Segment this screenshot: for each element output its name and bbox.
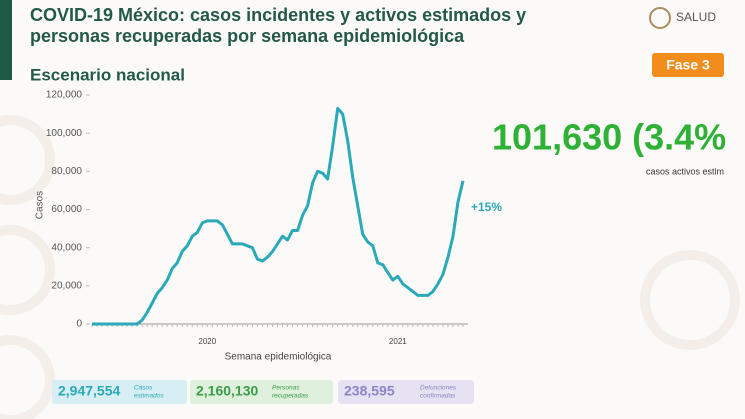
stat-label: Casos <box>134 385 153 392</box>
subtitle: Escenario nacional <box>30 65 185 84</box>
y-tick-label: 80,000 <box>51 166 82 177</box>
decor <box>0 115 740 419</box>
phase-badge <box>652 53 724 77</box>
y-tick-label: 20,000 <box>51 280 82 291</box>
y-tick-label: 120,000 <box>46 90 83 101</box>
y-axis-label: Casos <box>35 191 46 219</box>
y-tick-label: 100,000 <box>46 128 83 139</box>
stat-value: 2,947,554 <box>58 383 120 399</box>
annotation: +15% <box>471 200 502 214</box>
x-axis-label: Semana epidemiológica <box>225 352 332 363</box>
phase-text: Fase 3 <box>666 57 710 73</box>
title: COVID-19 México: casos incidentes y acti… <box>30 5 526 25</box>
stat-label: estimados <box>134 393 164 400</box>
x-tick-label: 2020 <box>198 337 216 346</box>
highlight-caption: casos activos estim <box>646 166 724 176</box>
logo-text: SALUD <box>676 10 716 24</box>
stat-label: Personas <box>272 385 300 392</box>
series-line <box>92 106 465 326</box>
stat-value: 2,160,130 <box>196 383 258 399</box>
stat-label: confirmadas <box>420 393 456 400</box>
stat-label: recuperadas <box>272 393 309 400</box>
logo-emblem <box>649 7 671 29</box>
stat-value: 238,595 <box>344 383 395 399</box>
x-tick-label: 2021 <box>389 337 407 346</box>
stat-box <box>338 380 474 404</box>
accent-bar <box>0 0 12 80</box>
stat-label: Defunciones <box>420 385 457 392</box>
stat-box <box>52 380 187 404</box>
highlight-value: 101,630 (3.4% <box>492 117 726 158</box>
y-tick-label: 40,000 <box>51 242 82 253</box>
title: personas recuperadas por semana epidemio… <box>30 26 465 46</box>
stat-box <box>190 380 333 404</box>
y-tick-label: 0 <box>76 319 82 330</box>
y-tick-label: 60,000 <box>51 204 82 215</box>
